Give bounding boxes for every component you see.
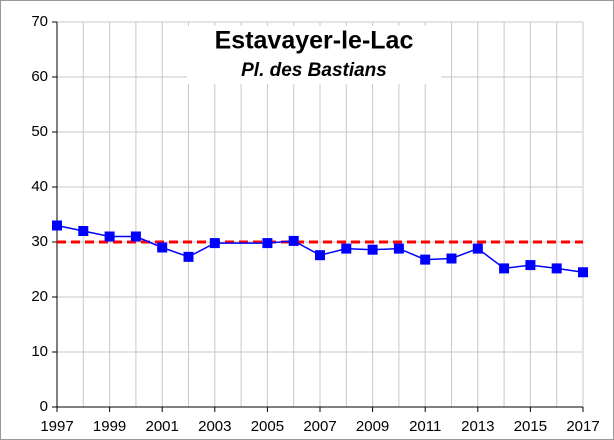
x-tick-label: 2009 (356, 418, 389, 435)
y-tick-label: 60 (31, 68, 48, 85)
marker (472, 243, 483, 254)
title-box (187, 26, 441, 84)
y-tick-label: 30 (31, 233, 48, 250)
marker (157, 242, 168, 253)
marker (288, 235, 299, 246)
marker (578, 267, 588, 278)
y-tick-label: 0 (40, 398, 48, 415)
marker (52, 220, 62, 231)
y-tick-label: 50 (31, 123, 48, 140)
marker (367, 244, 378, 255)
marker (209, 238, 220, 249)
x-tick-label: 2005 (251, 418, 284, 435)
chart-title: Estavayer-le-Lac (215, 27, 414, 55)
x-tick-label: 2013 (461, 418, 494, 435)
marker (551, 263, 562, 274)
marker (183, 251, 194, 262)
x-tick-label: 2015 (514, 418, 547, 435)
y-tick-label: 20 (31, 288, 48, 305)
marker (446, 253, 457, 264)
marker (130, 231, 141, 242)
x-tick-label: 2017 (566, 418, 599, 435)
x-tick-label: 2011 (409, 418, 441, 435)
marker (499, 263, 510, 274)
x-tick-label: 2001 (146, 418, 179, 435)
marker (104, 231, 115, 242)
y-tick-label: 40 (31, 178, 48, 195)
marker (78, 226, 89, 236)
marker (393, 243, 404, 254)
marker (525, 260, 536, 271)
x-tick-label: 1999 (93, 418, 126, 435)
y-tick-label: 10 (31, 343, 48, 360)
x-tick-label: 2007 (303, 418, 336, 435)
marker (262, 238, 273, 249)
chart-subtitle: Pl. des Bastians (241, 60, 387, 81)
x-tick-label: 1997 (40, 418, 73, 435)
marker (420, 254, 431, 265)
marker (315, 250, 325, 261)
x-tick-label: 2003 (198, 418, 231, 435)
marker (341, 243, 352, 254)
y-tick-label: 70 (31, 13, 48, 30)
